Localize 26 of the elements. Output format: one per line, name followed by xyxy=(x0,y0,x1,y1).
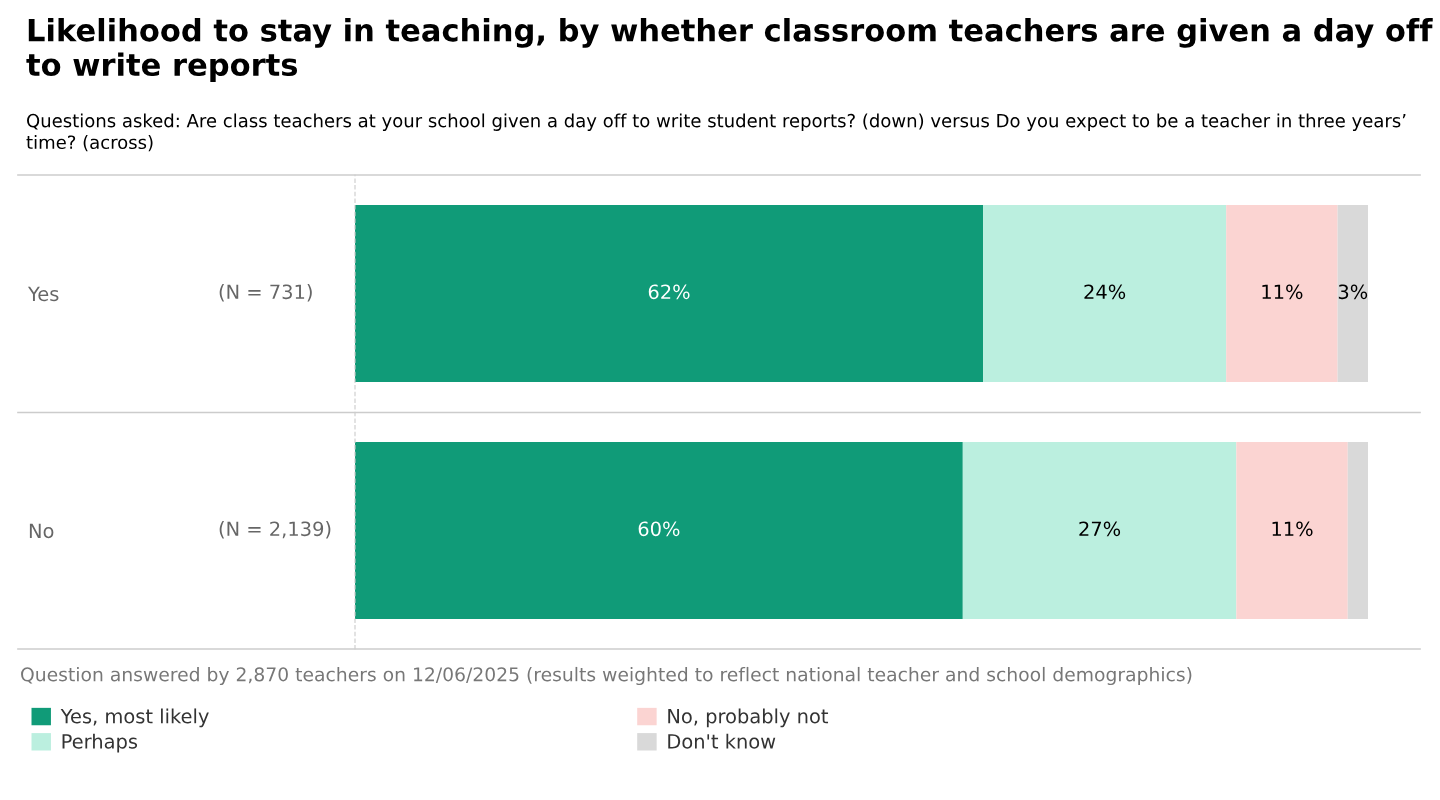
bar xyxy=(1337,204,1368,383)
text: (N = 731) xyxy=(219,284,312,302)
data-label: 62% xyxy=(648,284,690,300)
data-label: 60% xyxy=(638,521,680,537)
legend-label: Perhaps xyxy=(62,733,138,753)
text: (N = 2,139) xyxy=(219,521,331,539)
text: Question answered by 2,870 teachers on 12/06/2025 (results weighted to reflect national teacher and school demographics) xyxy=(21,666,1192,686)
bar xyxy=(962,441,1237,620)
data-label: 24% xyxy=(1084,284,1126,300)
data-label: 3% xyxy=(1338,284,1368,300)
data-label: 11% xyxy=(1262,284,1303,300)
legend-label: Don't know xyxy=(668,733,776,749)
data-label: 11% xyxy=(1272,521,1313,537)
bar xyxy=(1236,441,1348,620)
bar xyxy=(355,441,963,620)
y-tick-label: No xyxy=(29,523,54,539)
y-tick-label: Yes xyxy=(27,286,59,302)
bar xyxy=(355,204,984,383)
bar xyxy=(983,204,1227,383)
bar xyxy=(1347,441,1368,620)
legend-label: Yes, most likely xyxy=(60,708,209,728)
chart-title: Likelihood to stay in teaching, by whether classroom teachers are given a day off to write reports xyxy=(26,17,1433,83)
data-label: 27% xyxy=(1079,521,1121,537)
chart-subtitle: Questions asked: Are class teachers at your school given a day off to write student reports? (down) versus Do you expect to be a teacher in three years’ time? (across) xyxy=(26,113,1406,152)
bar xyxy=(1226,204,1338,383)
legend-label: No, probably not xyxy=(668,708,829,728)
